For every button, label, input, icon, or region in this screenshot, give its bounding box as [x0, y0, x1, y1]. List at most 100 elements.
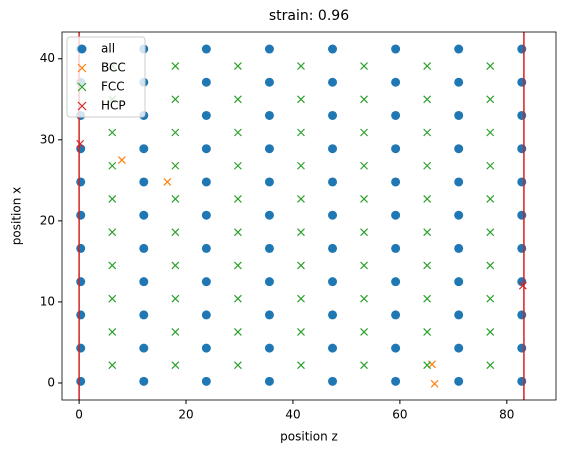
- point: [233, 228, 242, 237]
- point: [76, 139, 85, 148]
- legend-label: FCC: [101, 80, 125, 94]
- point: [297, 128, 305, 137]
- point: [486, 161, 495, 170]
- point: [117, 156, 126, 164]
- point: [517, 110, 527, 120]
- point: [233, 261, 242, 270]
- chart-title: strain: 0.96: [269, 8, 349, 24]
- plot-frame: [61, 31, 557, 401]
- point: [297, 161, 305, 170]
- point: [517, 310, 527, 320]
- point: [423, 62, 432, 70]
- point: [171, 62, 180, 70]
- point: [423, 261, 432, 270]
- x-tick-label: 0: [75, 408, 83, 422]
- point: [201, 310, 211, 320]
- legend-marker: [77, 82, 87, 92]
- point: [264, 144, 274, 154]
- point: [297, 361, 305, 370]
- point: [76, 343, 86, 353]
- point: [328, 44, 338, 54]
- point: [139, 310, 149, 320]
- point: [139, 144, 149, 154]
- point: [423, 128, 432, 137]
- point: [76, 144, 86, 154]
- point: [391, 243, 401, 253]
- point: [454, 376, 464, 386]
- point: [201, 77, 211, 87]
- point: [76, 210, 86, 220]
- y-tick-label: 0: [47, 375, 55, 389]
- point: [171, 361, 180, 370]
- point: [171, 327, 180, 336]
- point: [391, 376, 401, 386]
- point: [360, 327, 368, 336]
- x-tick-label: 60: [392, 408, 407, 422]
- point: [328, 376, 338, 386]
- point: [423, 294, 432, 303]
- point: [233, 128, 242, 137]
- point: [454, 177, 464, 187]
- point: [517, 243, 527, 253]
- point: [328, 343, 338, 353]
- point: [423, 361, 432, 370]
- point: [233, 361, 242, 370]
- point: [328, 277, 338, 287]
- point: [139, 277, 149, 287]
- point: [486, 195, 495, 203]
- point: [423, 161, 432, 170]
- point: [201, 343, 211, 353]
- point: [454, 77, 464, 87]
- point: [486, 62, 495, 70]
- point: [391, 277, 401, 287]
- point: [171, 95, 180, 104]
- point: [264, 177, 274, 187]
- point: [486, 95, 495, 104]
- point: [423, 327, 432, 336]
- point: [76, 376, 86, 386]
- point: [76, 310, 86, 320]
- point: [360, 95, 368, 104]
- point: [454, 144, 464, 154]
- point: [486, 261, 495, 270]
- point: [264, 376, 274, 386]
- point: [201, 110, 211, 120]
- point: [171, 161, 180, 170]
- point: [486, 128, 495, 137]
- legend-label: all: [101, 42, 115, 56]
- x-tick-label: 20: [178, 408, 193, 422]
- point: [108, 294, 117, 303]
- plot-area: [76, 32, 527, 400]
- point: [360, 361, 368, 370]
- point: [108, 261, 117, 270]
- y-tick-label: 20: [40, 213, 55, 227]
- point: [454, 243, 464, 253]
- point: [297, 327, 305, 336]
- point: [360, 294, 368, 303]
- point: [264, 277, 274, 287]
- point: [517, 77, 527, 87]
- point: [76, 177, 86, 187]
- point: [391, 110, 401, 120]
- legend-box: [66, 36, 146, 118]
- point: [108, 195, 117, 203]
- point: [108, 327, 117, 336]
- point: [264, 44, 274, 54]
- point: [264, 210, 274, 220]
- point: [297, 228, 305, 237]
- point: [139, 243, 149, 253]
- point: [518, 281, 527, 290]
- point: [264, 343, 274, 353]
- point: [233, 62, 242, 70]
- point: [201, 210, 211, 220]
- point: [328, 310, 338, 320]
- point: [171, 195, 180, 203]
- point: [264, 77, 274, 87]
- point: [171, 261, 180, 270]
- point: [517, 44, 527, 54]
- x-tick-label: 40: [285, 408, 300, 422]
- y-tick-label: 10: [40, 294, 55, 308]
- point: [139, 343, 149, 353]
- point: [391, 343, 401, 353]
- legend-marker: [77, 44, 87, 54]
